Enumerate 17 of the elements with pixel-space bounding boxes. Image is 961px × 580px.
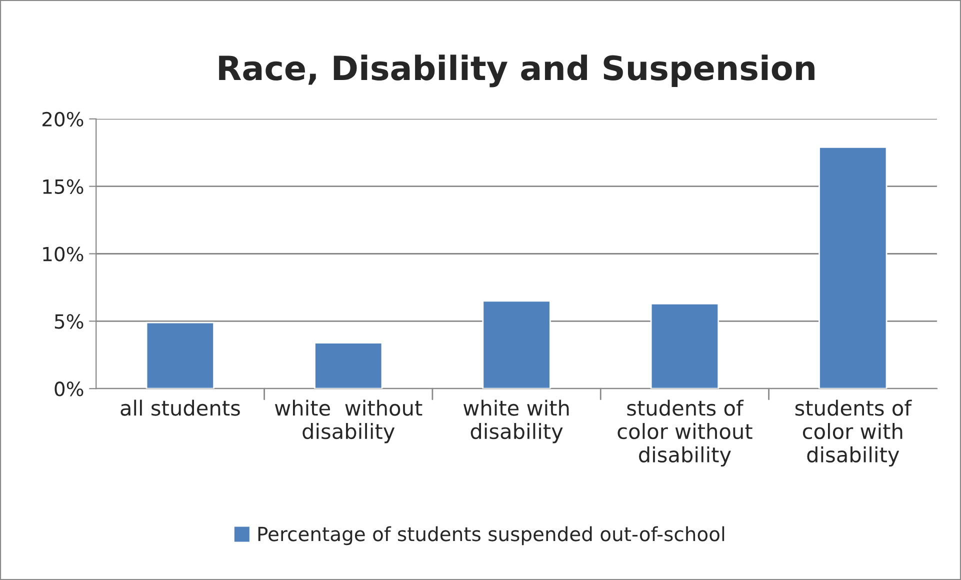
x-tick-label: white without disability [274, 400, 422, 444]
y-tick-label: 10% [43, 246, 84, 262]
bar [818, 146, 888, 389]
bar [482, 300, 551, 389]
x-tick-label: all students [120, 400, 240, 416]
y-tick-label: 20% [42, 112, 84, 127]
y-tick-label: 5% [54, 314, 84, 329]
x-tick-label: students of color with disability [795, 400, 912, 467]
y-tick-label: 0% [54, 382, 84, 396]
x-tick-label: white with disability [463, 400, 569, 444]
bar [146, 322, 215, 389]
bar [314, 342, 383, 389]
y-tick-label: 15% [43, 179, 84, 194]
chart-title: Race, Disability and Suspension [219, 54, 814, 88]
x-tick-label: students of color without disability [618, 400, 752, 467]
bar [650, 302, 720, 389]
legend-label: Percentage of students suspended out-of-school [258, 526, 724, 546]
